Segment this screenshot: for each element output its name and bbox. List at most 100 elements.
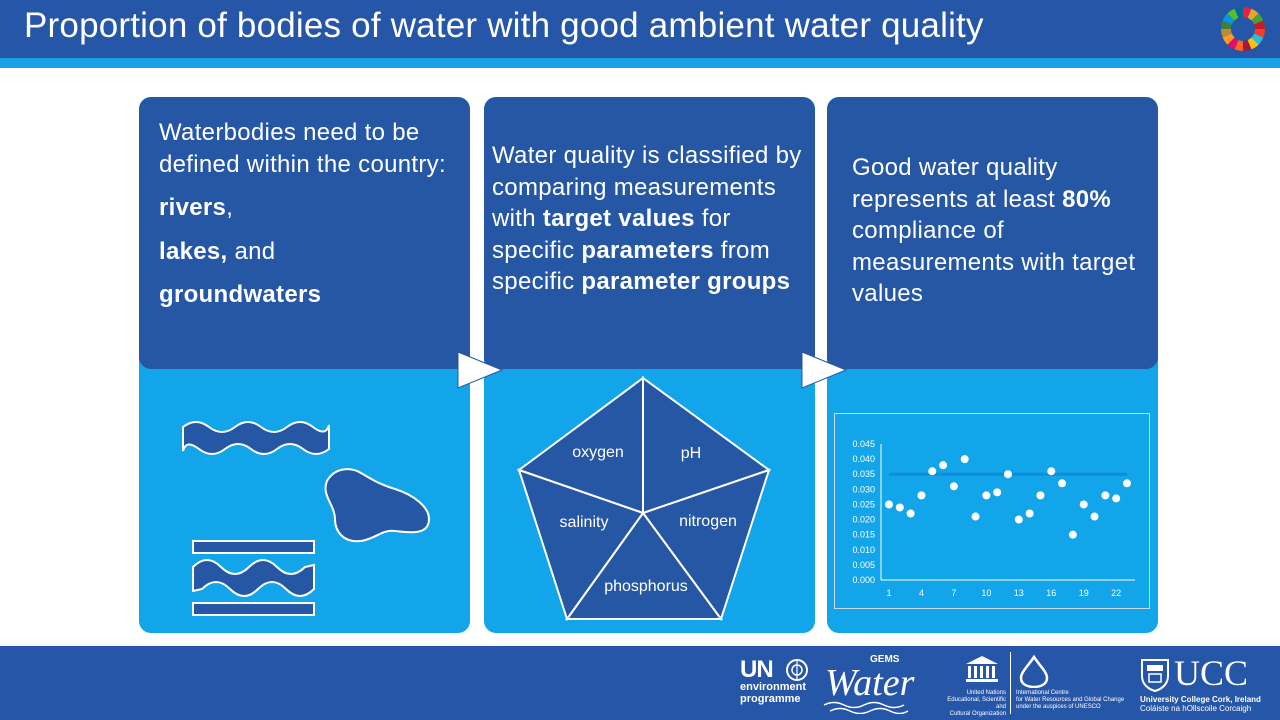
water-waves-icon bbox=[823, 701, 909, 714]
data-point bbox=[960, 455, 969, 464]
classification-panel: Water quality is classified by comparing… bbox=[484, 97, 815, 633]
data-point bbox=[1090, 512, 1099, 521]
lakes-label: lakes, bbox=[159, 237, 228, 265]
rivers-line: rivers, bbox=[159, 192, 459, 224]
data-point bbox=[1068, 530, 1077, 539]
classification-text-2: for specific bbox=[492, 205, 731, 264]
data-point bbox=[1123, 479, 1131, 488]
unep-emblem-icon bbox=[786, 659, 808, 681]
data-point bbox=[1014, 515, 1023, 524]
data-point bbox=[939, 461, 948, 470]
footer-divider bbox=[1010, 652, 1011, 714]
data-point bbox=[928, 467, 937, 476]
waterbodies-intro: Waterbodies need to be defined within th… bbox=[159, 119, 446, 178]
rivers-suffix: , bbox=[226, 194, 234, 221]
y-tick-label: 0.025 bbox=[852, 499, 875, 509]
unesco-line-3: Cultural Organization bbox=[949, 711, 1006, 717]
groundwater-icon bbox=[192, 559, 315, 597]
classification-text-box: Water quality is classified by comparing… bbox=[484, 97, 815, 369]
data-point bbox=[885, 500, 893, 509]
data-point bbox=[949, 482, 958, 491]
lakes-line: lakes, and bbox=[159, 236, 459, 268]
ucc-irish-subtitle: Coláiste na hOllscoile Corcaigh bbox=[1140, 704, 1252, 713]
rivers-label: rivers bbox=[159, 194, 227, 221]
data-point bbox=[1058, 479, 1067, 488]
eighty-percent-bold: 80% bbox=[1062, 185, 1112, 213]
data-point bbox=[906, 509, 915, 518]
icwr-line-2: for Water Resources and Global Change bbox=[1016, 697, 1125, 703]
lakes-suffix: and bbox=[227, 237, 276, 265]
nitrogen-label: nitrogen bbox=[679, 513, 737, 530]
header-bar bbox=[0, 0, 1280, 58]
programme-text: programme bbox=[740, 693, 801, 705]
x-tick-label: 16 bbox=[1046, 588, 1056, 598]
phosphorus-label: phosphorus bbox=[604, 578, 688, 595]
footer-bar: UN environment programme Water GEMS Unit… bbox=[0, 646, 1280, 720]
x-tick-label: 1 bbox=[886, 588, 891, 598]
lake-icon bbox=[324, 468, 431, 543]
y-tick-label: 0.005 bbox=[852, 560, 875, 570]
parameters-bold: parameters bbox=[581, 236, 714, 264]
ucc-subtitle: University College Cork, Ireland bbox=[1140, 695, 1261, 704]
icwr-drop-icon bbox=[1019, 654, 1049, 688]
ucc-logo-text: UCC bbox=[1174, 653, 1249, 693]
icwr-line-1: International Centre bbox=[1016, 690, 1069, 696]
pentagon-segment-salinity bbox=[517, 468, 645, 622]
groundwater-top-layer bbox=[192, 540, 315, 554]
y-tick-label: 0.010 bbox=[852, 545, 875, 555]
target-values-bold: target values bbox=[542, 205, 695, 232]
waterbody-icons bbox=[182, 421, 431, 616]
groundwaters-line: groundwaters bbox=[159, 279, 459, 311]
y-tick-label: 0.040 bbox=[852, 454, 875, 464]
waterbodies-text: Waterbodies need to be defined within th… bbox=[159, 117, 459, 311]
data-point bbox=[1101, 491, 1110, 500]
ucc-crest-icon bbox=[1141, 659, 1169, 692]
data-point bbox=[917, 491, 926, 500]
y-tick-label: 0.015 bbox=[852, 530, 875, 540]
un-logo-text: UN bbox=[740, 656, 774, 683]
x-tick-label: 19 bbox=[1079, 588, 1089, 598]
gems-water-logo: Water bbox=[825, 662, 915, 704]
y-tick-label: 0.020 bbox=[852, 515, 875, 525]
y-tick-label: 0.045 bbox=[852, 439, 875, 449]
unesco-line-1: United Nations bbox=[966, 690, 1006, 696]
arrow-right-icon-2 bbox=[801, 351, 848, 389]
unesco-line-2: Educational, Scientific and bbox=[947, 697, 1006, 710]
good-quality-text-2: compliance of measurements with target v… bbox=[852, 217, 1136, 307]
unesco-caption: United Nations Educational, Scientific a… bbox=[942, 690, 1006, 718]
salinity-label: salinity bbox=[560, 514, 609, 531]
unesco-temple-icon bbox=[966, 656, 998, 682]
scatter-svg: 0.045 0.040 0.035 0.030 0.025 0.020 0.015 0.010… bbox=[835, 414, 1149, 608]
data-point bbox=[895, 503, 904, 512]
arrow-right-icon bbox=[457, 351, 504, 389]
parameter-groups-bold: parameter groups bbox=[581, 268, 791, 295]
x-tick-label: 7 bbox=[951, 588, 956, 598]
good-quality-text-1: Good water quality represents at least bbox=[852, 154, 1063, 213]
chart-background bbox=[835, 414, 1149, 608]
environment-text: environment bbox=[740, 681, 807, 693]
groundwater-bottom-layer bbox=[192, 602, 315, 616]
waterbodies-text-box: Waterbodies need to be defined within th… bbox=[139, 97, 470, 369]
data-point bbox=[1036, 491, 1045, 500]
y-tick-label: 0.030 bbox=[852, 484, 875, 494]
data-point bbox=[971, 512, 980, 521]
compliance-scatter-chart: 0.045 0.040 0.035 0.030 0.025 0.020 0.015 0.010… bbox=[834, 413, 1150, 609]
good-quality-text: Good water quality represents at least 8… bbox=[852, 152, 1152, 310]
x-tick-label: 10 bbox=[981, 588, 991, 598]
data-point bbox=[1079, 500, 1088, 509]
ph-label: pH bbox=[681, 445, 701, 462]
x-tick-label: 4 bbox=[919, 588, 924, 598]
data-point bbox=[1112, 494, 1121, 503]
groundwaters-label: groundwaters bbox=[159, 281, 322, 308]
icwr-line-3: under the auspices of UNESCO bbox=[1016, 704, 1101, 710]
parameter-pentagon: oxygen pH salinity nitrogen phosphorus bbox=[516, 376, 772, 622]
data-point bbox=[993, 488, 1002, 497]
classification-text: Water quality is classified by comparing… bbox=[492, 140, 810, 298]
y-tick-label: 0.000 bbox=[852, 575, 875, 585]
river-icon bbox=[182, 421, 330, 455]
classification-text-3: from specific bbox=[492, 236, 770, 296]
icwr-caption: International Centre for Water Resources… bbox=[1016, 690, 1126, 711]
good-quality-text-box: Good water quality represents at least 8… bbox=[827, 97, 1158, 369]
data-point bbox=[1004, 470, 1012, 479]
data-point bbox=[1047, 467, 1056, 476]
